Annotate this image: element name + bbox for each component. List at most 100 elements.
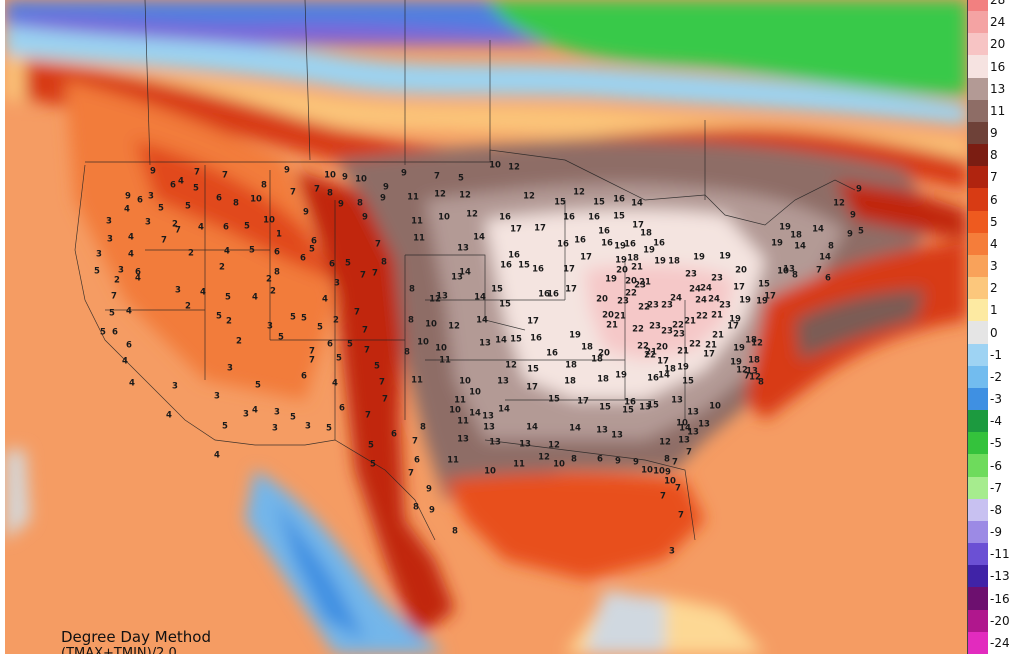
map-value-label: 13 bbox=[497, 376, 509, 387]
map-value-label: 12 bbox=[459, 190, 471, 201]
map-value-label: 11 bbox=[513, 459, 525, 470]
map-value-label: 18 bbox=[640, 228, 652, 239]
legend-swatch bbox=[968, 77, 988, 100]
map-value-label: 5 bbox=[109, 308, 115, 319]
map-value-label: 24 bbox=[700, 283, 712, 294]
map-value-label: 7 bbox=[434, 171, 440, 182]
map-value-label: 18 bbox=[668, 256, 680, 267]
legend-label: -11 bbox=[990, 547, 1010, 562]
map-value-label: 15 bbox=[510, 334, 522, 345]
legend-swatch bbox=[968, 565, 988, 588]
map-value-label: 6 bbox=[112, 327, 118, 338]
map-value-label: 3 bbox=[243, 409, 249, 420]
map-value-label: 5 bbox=[374, 361, 380, 372]
map-value-label: 8 bbox=[571, 454, 577, 465]
map-value-label: 4 bbox=[129, 378, 135, 389]
map-shading bbox=[5, 0, 967, 654]
map-value-label: 18 bbox=[591, 354, 603, 365]
map-value-label: 15 bbox=[599, 402, 611, 413]
legend-swatch bbox=[968, 387, 988, 411]
map-value-label: 22 bbox=[644, 350, 656, 361]
legend-label: 24 bbox=[990, 15, 1006, 30]
map-value-label: 5 bbox=[278, 332, 284, 343]
map-value-label: 21 bbox=[705, 340, 717, 351]
map-value-label: 17 bbox=[764, 291, 776, 302]
map-value-label: 6 bbox=[597, 454, 603, 465]
map-value-label: 16 bbox=[547, 289, 559, 300]
map-value-label: 16 bbox=[557, 239, 569, 250]
map-value-label: 11 bbox=[454, 395, 466, 406]
map-value-label: 15 bbox=[554, 197, 566, 208]
map-value-label: 12 bbox=[466, 209, 478, 220]
map-value-label: 9 bbox=[856, 184, 862, 195]
map-value-label: 5 bbox=[370, 459, 376, 470]
map-value-label: 22 bbox=[689, 339, 701, 350]
formula-label: (TMAX+TMIN)/2.0 bbox=[61, 646, 177, 654]
map-value-label: 9 bbox=[633, 457, 639, 468]
legend-swatch bbox=[968, 254, 988, 278]
map-value-label: 22 bbox=[672, 320, 684, 331]
map-value-label: 20 bbox=[656, 342, 668, 353]
map-value-label: 2 bbox=[266, 274, 272, 285]
map-value-label: 5 bbox=[336, 353, 342, 364]
map-value-label: 5 bbox=[345, 258, 351, 269]
map-value-label: 11 bbox=[457, 416, 469, 427]
map-value-label: 4 bbox=[214, 450, 220, 461]
map-value-label: 5 bbox=[244, 221, 250, 232]
map-value-label: 7 bbox=[672, 457, 678, 468]
map-value-label: 13 bbox=[671, 395, 683, 406]
legend-swatch bbox=[968, 476, 988, 499]
map-value-label: 7 bbox=[290, 187, 296, 198]
map-value-label: 15 bbox=[613, 211, 625, 222]
map-value-label: 11 bbox=[411, 375, 423, 386]
legend-swatch bbox=[968, 166, 988, 189]
map-value-label: 13 bbox=[457, 243, 469, 254]
map-value-label: 9 bbox=[125, 191, 131, 202]
map-value-label: 17 bbox=[577, 396, 589, 407]
map-value-label: 9 bbox=[342, 172, 348, 183]
map-value-label: 10 bbox=[777, 266, 789, 277]
map-value-label: 7 bbox=[354, 307, 360, 318]
map-value-label: 4 bbox=[200, 287, 206, 298]
map-value-label: 23 bbox=[661, 326, 673, 337]
map-value-label: 19 bbox=[719, 251, 731, 262]
map-value-label: 13 bbox=[457, 434, 469, 445]
legend-label: 1 bbox=[990, 303, 998, 318]
map-value-label: 4 bbox=[126, 306, 132, 317]
map-value-label: 3 bbox=[118, 265, 124, 276]
legend-label: -8 bbox=[990, 502, 1002, 517]
map-value-label: 24 bbox=[708, 294, 720, 305]
map-value-label: 10 bbox=[438, 212, 450, 223]
map-value-label: 4 bbox=[178, 176, 184, 187]
map-value-label: 17 bbox=[534, 223, 546, 234]
map-value-label: 15 bbox=[518, 260, 530, 271]
map-value-label: 6 bbox=[223, 222, 229, 233]
map-value-label: 4 bbox=[224, 246, 230, 257]
map-value-label: 14 bbox=[819, 252, 831, 263]
map-value-label: 10 bbox=[489, 160, 501, 171]
map-value-label: 16 bbox=[624, 239, 636, 250]
map-value-label: 18 bbox=[581, 342, 593, 353]
map-value-label: 17 bbox=[733, 282, 745, 293]
legend-swatch bbox=[968, 55, 988, 78]
map-value-label: 16 bbox=[588, 212, 600, 223]
map-value-label: 21 bbox=[712, 330, 724, 341]
map-value-label: 12 bbox=[573, 187, 585, 198]
legend-swatch bbox=[968, 631, 988, 654]
map-value-label: 12 bbox=[548, 440, 560, 451]
legend-swatch bbox=[968, 343, 988, 366]
legend-swatch bbox=[968, 498, 988, 521]
map-value-label: 19 bbox=[677, 362, 689, 373]
legend-label: -9 bbox=[990, 525, 1002, 540]
map-value-label: 7 bbox=[816, 265, 822, 276]
map-value-label: 13 bbox=[687, 407, 699, 418]
map-value-label: 21 bbox=[711, 310, 723, 321]
legend-label: 8 bbox=[990, 148, 998, 163]
map-value-label: 19 bbox=[615, 255, 627, 266]
degree-day-map[interactable]: 9 7 7 6 4 5 8 9 10 9 10 9 9 7 5 10 12 9 6 3 6 8 10 7 7 8 9 8 9 11 12 12… bbox=[5, 0, 967, 654]
map-value-label: 2 bbox=[188, 248, 194, 259]
map-value-label: 12 bbox=[448, 321, 460, 332]
map-value-label: 6 bbox=[311, 236, 317, 247]
map-value-label: 16 bbox=[624, 397, 636, 408]
map-value-label: 15 bbox=[499, 299, 511, 310]
